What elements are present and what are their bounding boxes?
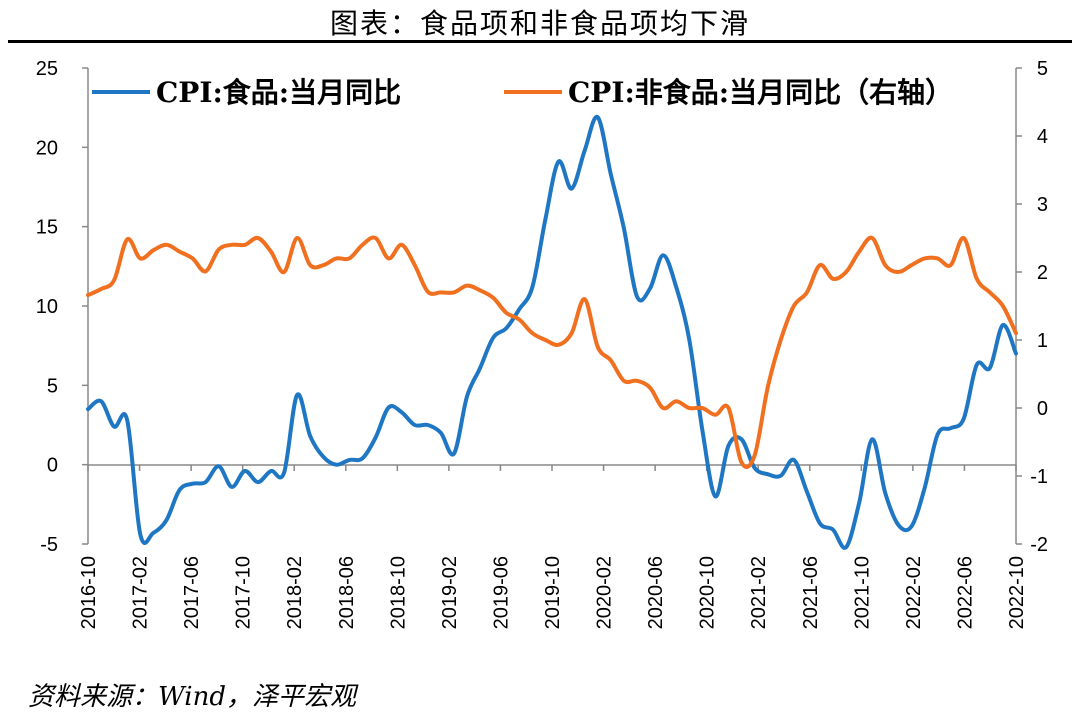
source-note: 资料来源：Wind，泽平宏观 (28, 682, 356, 712)
x-tick-label: 2020-10 (697, 556, 719, 629)
left-tick-label: 15 (36, 217, 58, 239)
series-line-food (86, 114, 1018, 550)
x-tick-label: 2021-06 (800, 556, 822, 629)
x-tick-label: 2021-10 (851, 556, 873, 629)
series-line-nonfood (86, 235, 1018, 469)
x-tick-label: 2022-10 (1006, 556, 1028, 629)
right-tick-label: 4 (1037, 126, 1048, 148)
x-tick-label: 2019-06 (490, 556, 512, 629)
right-tick-label: 1 (1037, 330, 1048, 352)
left-tick-label: 20 (36, 137, 58, 159)
right-tick-label: 3 (1037, 194, 1048, 216)
x-tick-label: 2018-02 (284, 556, 306, 629)
left-tick-label: 5 (47, 375, 58, 397)
x-tick-label: 2017-10 (233, 556, 255, 629)
x-tick-label: 2020-06 (645, 556, 667, 629)
title-rule (8, 40, 1072, 43)
left-tick-label: -5 (40, 534, 58, 556)
left-tick-label: 0 (47, 455, 58, 477)
chart-title: 图表：食品项和非食品项均下滑 (329, 7, 750, 40)
right-tick-label: -1 (1030, 466, 1048, 488)
left-tick-label: 25 (36, 58, 58, 80)
x-tick-label: 2022-02 (903, 556, 925, 629)
x-tick-label: 2022-06 (954, 556, 976, 629)
right-tick-label: 5 (1037, 58, 1048, 80)
x-tick-label: 2017-06 (181, 556, 203, 629)
right-tick-label: -2 (1030, 534, 1048, 556)
x-tick-label: 2021-02 (748, 556, 770, 629)
x-tick-label: 2019-02 (439, 556, 461, 629)
x-tick-label: 2018-10 (387, 556, 409, 629)
x-tick-label: 2017-02 (130, 556, 152, 629)
left-tick-label: 10 (36, 296, 58, 318)
right-tick-label: 2 (1037, 262, 1048, 284)
legend-label-nonfood: CPI:非食品:当月同比（右轴） (568, 76, 953, 109)
legend-label-food: CPI:食品:当月同比 (156, 76, 401, 109)
legend: CPI:食品:当月同比 CPI:非食品:当月同比（右轴） (92, 76, 953, 109)
x-tick-label: 2019-10 (542, 556, 564, 629)
x-tick-label: 2016-10 (78, 556, 100, 629)
x-tick-label: 2018-06 (336, 556, 358, 629)
right-tick-label: 0 (1037, 398, 1048, 420)
x-tick-label: 2020-02 (594, 556, 616, 629)
series-lines (86, 114, 1018, 550)
